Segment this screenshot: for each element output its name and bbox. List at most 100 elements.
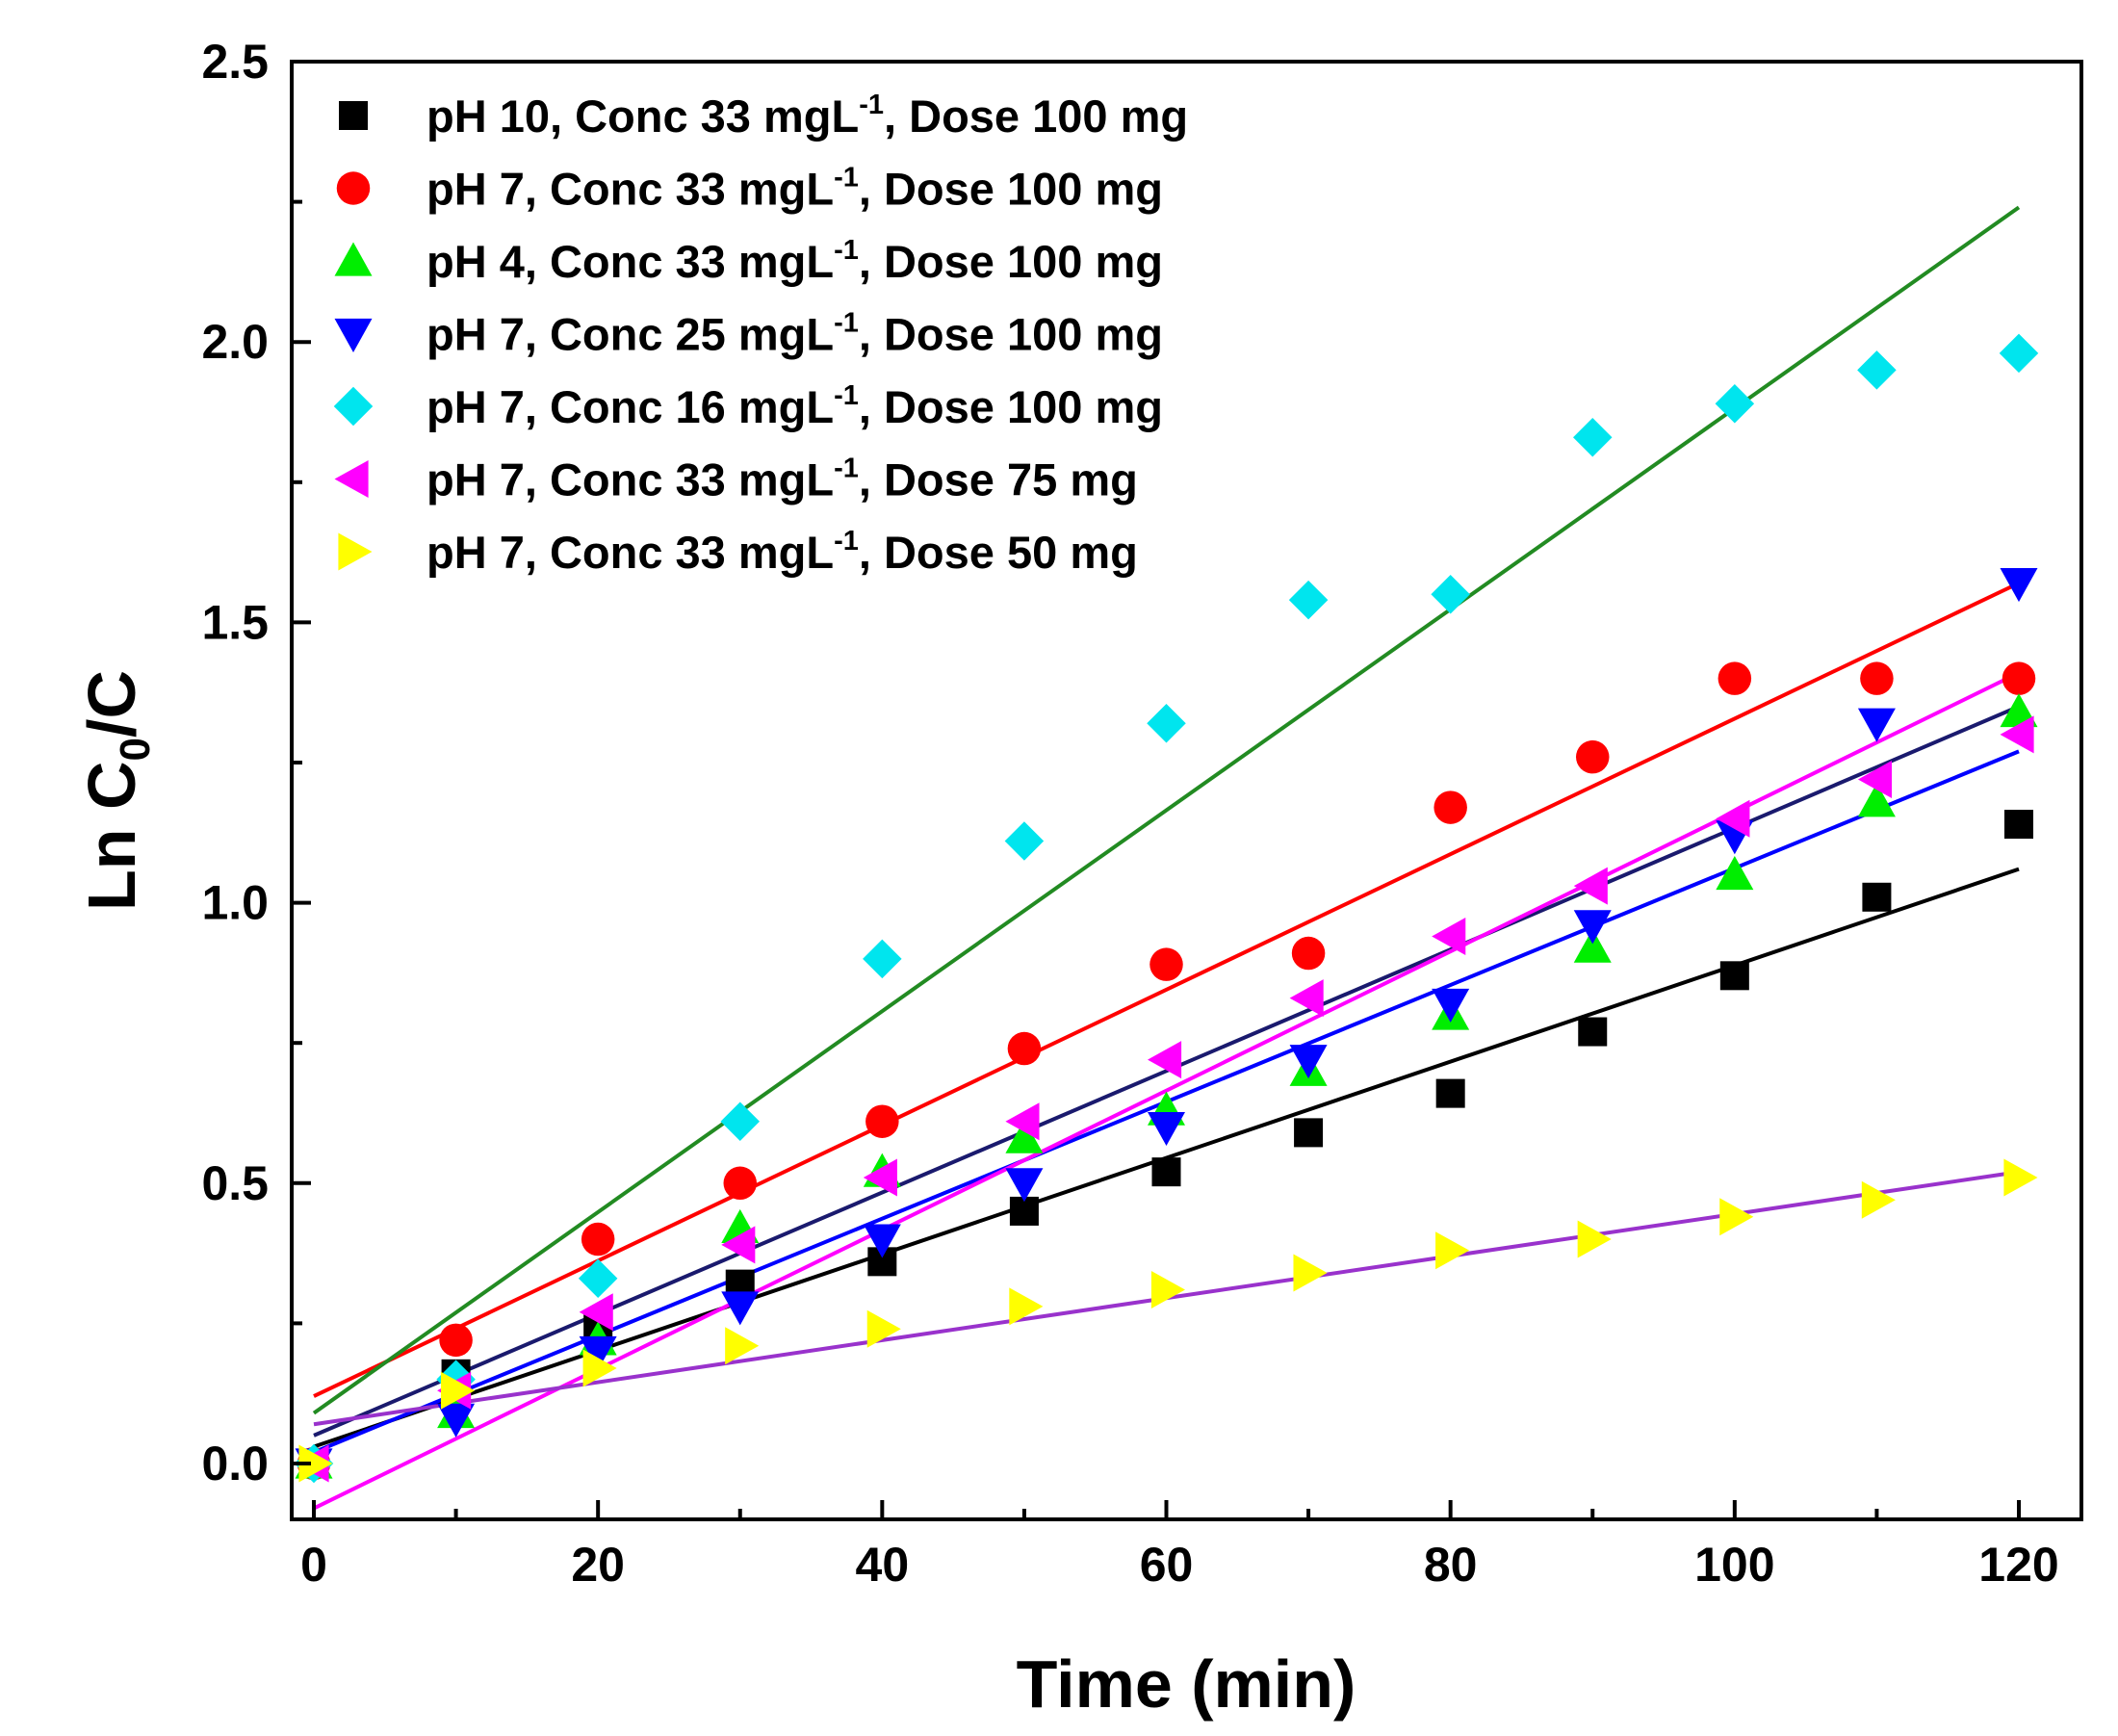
data-point [1291,936,1326,971]
data-point [723,1166,757,1201]
data-point [1432,988,1470,1023]
data-point [1999,333,2039,374]
data-point [1009,1287,1044,1326]
legend-entry-7: pH 7, Conc 33 mgL-1, Dose 50 mg [426,526,1138,578]
data-point [2000,568,2038,603]
y-tick-label: 2.0 [201,315,269,369]
legend-entry-4: pH 7, Conc 25 mgL-1, Dose 100 mg [426,308,1163,360]
data-point [1147,703,1186,743]
y-tick-label: 1.5 [201,595,269,649]
data-point [2004,810,2033,840]
data-point [863,939,902,979]
data-point [1573,867,1608,905]
data-point [1573,928,1612,963]
data-point [581,1222,615,1257]
data-point [582,1349,617,1387]
legend-marker [334,460,369,498]
x-axis-ticks: 0 20 40 60 80 100 120 [300,1500,2059,1592]
data-point [298,1444,333,1483]
data-point [1294,1118,1324,1148]
x-tick-label: 20 [571,1538,625,1592]
data-point [1857,350,1897,390]
x-tick-label: 60 [1140,1538,1194,1592]
x-tick-label: 40 [856,1538,910,1592]
data-point [721,1291,760,1326]
legend-marker [336,171,371,205]
legend-marker [338,532,373,571]
legend-marker [339,101,368,130]
data-point [1573,910,1612,945]
data-point [1435,1078,1465,1108]
data-point [1719,961,1749,991]
data-point [1005,1102,1040,1141]
data-point [1005,1119,1044,1153]
y-tick-label: 1.0 [201,876,269,930]
data-point [440,1371,476,1410]
data-point [1293,1254,1328,1292]
data-markers [294,333,2039,1484]
data-point [1007,1031,1042,1066]
data-point [2003,1158,2038,1197]
legend-entry-3: pH 4, Conc 33 mgL-1, Dose 100 mg [426,235,1163,287]
data-point [1861,1180,1896,1219]
data-point [1434,790,1467,824]
data-point [863,1158,897,1197]
data-point [721,1226,756,1264]
data-point [865,1104,899,1138]
data-point [1288,580,1329,620]
data-point [1004,821,1045,861]
y-tick-label: 0.0 [201,1437,269,1490]
data-point [1289,979,1324,1018]
data-point [1149,947,1183,981]
legend-entry-1: pH 10, Conc 33 mgL-1, Dose 100 mg [426,90,1188,142]
data-point [1289,1045,1328,1079]
legend-entry-5: pH 7, Conc 16 mgL-1, Dose 100 mg [426,380,1163,432]
legend-entry-2: pH 7, Conc 33 mgL-1, Dose 100 mg [426,163,1163,215]
data-point [579,1293,613,1332]
x-tick-label: 120 [1978,1538,2058,1592]
y-axis-ticks: 0.0 0.5 1.0 1.5 2.0 2.5 [201,35,311,1490]
data-point [1718,661,1752,695]
data-point [1715,384,1755,424]
data-point [725,1327,760,1365]
legend-entry-6: pH 7, Conc 33 mgL-1, Dose 75 mg [426,453,1138,505]
data-point [2000,715,2034,754]
data-point [439,1323,473,1358]
data-point [1577,1220,1612,1258]
x-tick-label: 100 [1694,1538,1774,1592]
x-tick-label: 0 [300,1538,327,1592]
plot-frame [290,60,2083,1521]
data-point [1005,1168,1044,1203]
series-7-markers [298,1158,2038,1483]
data-point [866,1309,901,1348]
y-tick-label: 0.5 [201,1156,269,1210]
legend: pH 10, Conc 33 mgL-1, Dose 100 mg pH 7, C… [333,90,1188,578]
legend-marker [333,386,374,427]
data-point [863,1224,901,1258]
x-tick-label: 80 [1424,1538,1478,1592]
y-axis-title: Ln C0/C [74,670,159,911]
data-point [1576,739,1610,774]
data-point [1857,708,1896,742]
data-point [578,1258,618,1299]
data-point [1857,783,1896,817]
data-point [1860,661,1894,695]
data-point [1435,1231,1470,1270]
y-tick-label: 2.5 [201,35,269,89]
data-point [1857,760,1893,798]
data-point [1148,1041,1182,1079]
data-point [579,1335,617,1371]
data-point [1719,1198,1754,1236]
data-point [437,1403,476,1438]
x-axis-title: Time (min) [1017,1646,1356,1722]
data-point [1573,417,1613,457]
data-point [2002,661,2036,695]
data-point [1151,1157,1181,1187]
data-point [2000,693,2038,728]
data-point [1716,855,1754,891]
data-point [1432,918,1466,956]
data-point [720,1101,760,1141]
data-point [1862,882,1892,912]
